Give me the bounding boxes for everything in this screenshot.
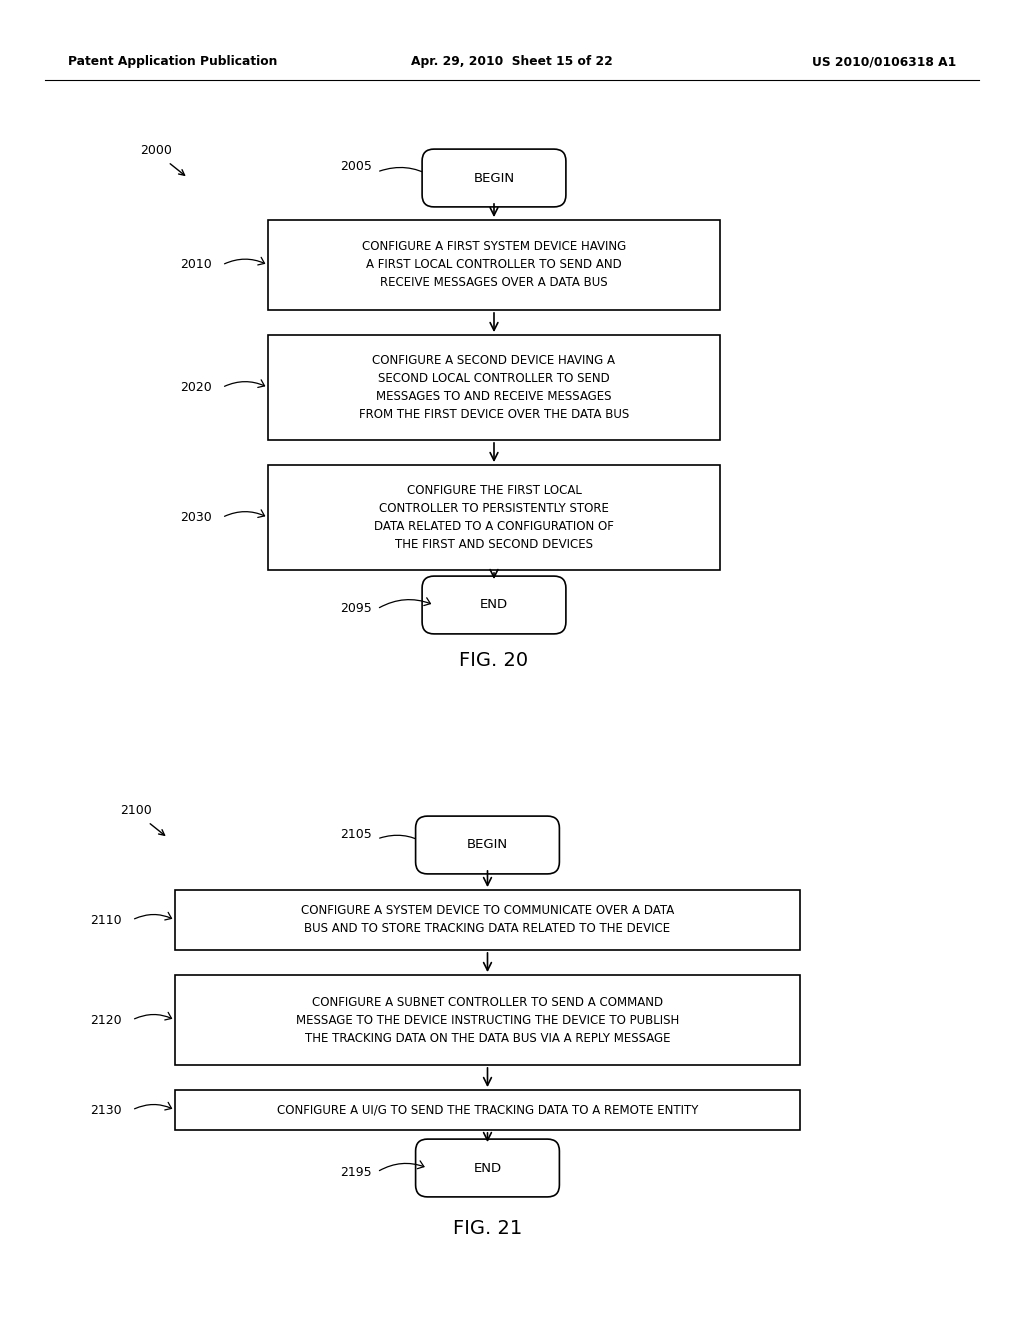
Bar [175, 1090, 800, 1130]
Text: 2100: 2100 [120, 804, 152, 817]
Text: 2110: 2110 [90, 913, 122, 927]
FancyArrowPatch shape [224, 510, 264, 517]
Bar [268, 465, 720, 570]
FancyArrowPatch shape [380, 598, 430, 607]
Text: CONFIGURE A SECOND DEVICE HAVING A
SECOND LOCAL CONTROLLER TO SEND
MESSAGES TO A: CONFIGURE A SECOND DEVICE HAVING A SECON… [358, 354, 629, 421]
FancyArrowPatch shape [224, 380, 264, 388]
Text: BEGIN: BEGIN [473, 172, 515, 185]
Text: Patent Application Publication: Patent Application Publication [68, 55, 278, 69]
FancyArrowPatch shape [380, 1160, 424, 1171]
FancyArrowPatch shape [224, 257, 264, 265]
Text: 2120: 2120 [90, 1014, 122, 1027]
Text: 2105: 2105 [340, 828, 372, 841]
Text: CONFIGURE A UI/G TO SEND THE TRACKING DATA TO A REMOTE ENTITY: CONFIGURE A UI/G TO SEND THE TRACKING DA… [276, 1104, 698, 1117]
Bar [175, 975, 800, 1065]
FancyArrowPatch shape [134, 1102, 172, 1110]
Text: END: END [473, 1162, 502, 1175]
Text: CONFIGURE THE FIRST LOCAL
CONTROLLER TO PERSISTENTLY STORE
DATA RELATED TO A CON: CONFIGURE THE FIRST LOCAL CONTROLLER TO … [374, 484, 614, 550]
FancyBboxPatch shape [416, 1139, 559, 1197]
Text: 2000: 2000 [140, 144, 172, 157]
Text: FIG. 20: FIG. 20 [460, 651, 528, 669]
FancyArrowPatch shape [380, 168, 431, 177]
Text: 2005: 2005 [340, 161, 372, 173]
Text: BEGIN: BEGIN [467, 838, 508, 851]
Text: CONFIGURE A SYSTEM DEVICE TO COMMUNICATE OVER A DATA
BUS AND TO STORE TRACKING D: CONFIGURE A SYSTEM DEVICE TO COMMUNICATE… [301, 904, 674, 936]
FancyArrowPatch shape [134, 912, 172, 920]
Text: 2030: 2030 [180, 511, 212, 524]
FancyBboxPatch shape [422, 149, 566, 207]
FancyBboxPatch shape [422, 576, 566, 634]
Bar [268, 335, 720, 440]
Text: US 2010/0106318 A1: US 2010/0106318 A1 [812, 55, 956, 69]
Text: 2195: 2195 [340, 1166, 372, 1179]
Bar [175, 890, 800, 950]
FancyArrowPatch shape [380, 836, 424, 843]
Text: 2130: 2130 [90, 1104, 122, 1117]
Bar [268, 220, 720, 310]
Text: Apr. 29, 2010  Sheet 15 of 22: Apr. 29, 2010 Sheet 15 of 22 [411, 55, 613, 69]
Text: END: END [480, 598, 508, 611]
Text: FIG. 21: FIG. 21 [453, 1218, 522, 1238]
Text: 2010: 2010 [180, 259, 212, 272]
Text: 2095: 2095 [340, 602, 372, 615]
FancyArrowPatch shape [134, 1012, 172, 1020]
FancyBboxPatch shape [416, 816, 559, 874]
Text: 2020: 2020 [180, 381, 212, 393]
Text: CONFIGURE A SUBNET CONTROLLER TO SEND A COMMAND
MESSAGE TO THE DEVICE INSTRUCTIN: CONFIGURE A SUBNET CONTROLLER TO SEND A … [296, 995, 679, 1044]
Text: CONFIGURE A FIRST SYSTEM DEVICE HAVING
A FIRST LOCAL CONTROLLER TO SEND AND
RECE: CONFIGURE A FIRST SYSTEM DEVICE HAVING A… [361, 240, 626, 289]
